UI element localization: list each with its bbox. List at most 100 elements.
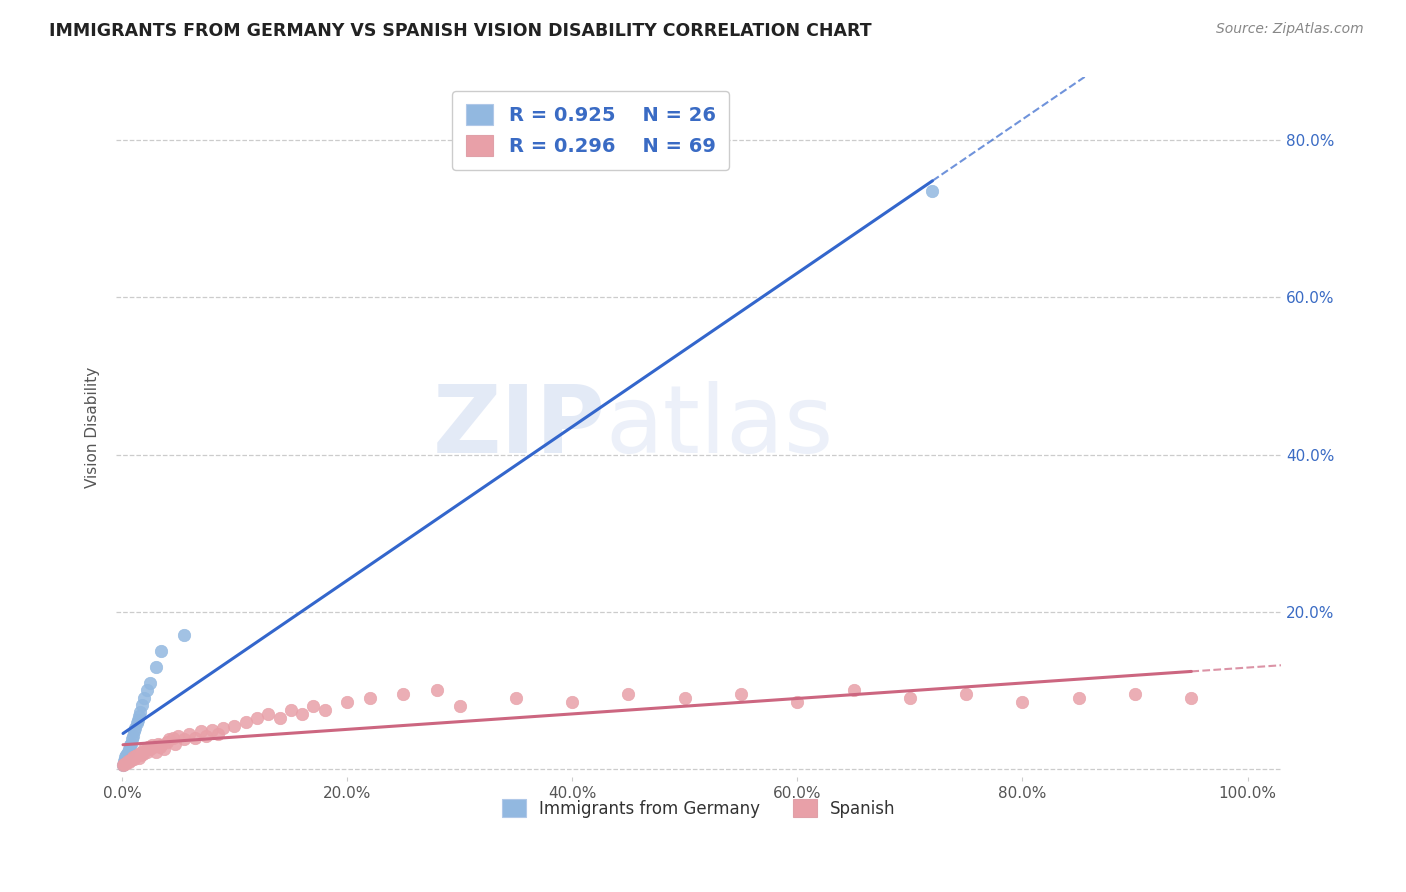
Point <box>224 719 246 733</box>
Point <box>269 711 291 725</box>
Point <box>136 739 159 754</box>
Point <box>142 739 165 754</box>
Point <box>392 687 415 701</box>
Point <box>190 724 212 739</box>
Point <box>156 734 179 748</box>
Point <box>146 737 169 751</box>
Point <box>257 706 280 721</box>
Point <box>673 691 696 706</box>
Point <box>235 714 257 729</box>
Point <box>135 683 157 698</box>
Point <box>898 691 921 706</box>
Point <box>128 708 150 723</box>
Point <box>1067 691 1090 706</box>
Point <box>145 745 167 759</box>
Point <box>152 742 174 756</box>
Point <box>132 747 155 761</box>
Point <box>426 683 449 698</box>
Point <box>280 703 302 717</box>
Point <box>129 747 152 762</box>
Point <box>122 729 145 743</box>
Point <box>118 739 141 753</box>
Point <box>129 746 152 760</box>
Point <box>115 756 138 770</box>
Point <box>129 706 152 720</box>
Point <box>145 660 167 674</box>
Point <box>135 745 157 759</box>
Point <box>124 749 146 764</box>
Point <box>1011 695 1033 709</box>
Point <box>117 745 139 759</box>
Point <box>505 691 527 706</box>
Point <box>117 746 139 760</box>
Point <box>179 726 201 740</box>
Point <box>173 628 195 642</box>
Point <box>128 751 150 765</box>
Point <box>617 687 640 701</box>
Point <box>163 737 186 751</box>
Point <box>124 752 146 766</box>
Point <box>125 747 148 762</box>
Point <box>359 691 381 706</box>
Point <box>125 716 148 731</box>
Point <box>124 724 146 739</box>
Point <box>336 695 359 709</box>
Point <box>141 739 163 753</box>
Point <box>157 732 180 747</box>
Point <box>115 747 138 762</box>
Legend: Immigrants from Germany, Spanish: Immigrants from Germany, Spanish <box>495 792 903 824</box>
Point <box>561 695 583 709</box>
Point <box>120 753 142 767</box>
Point <box>212 721 235 735</box>
Point <box>121 732 143 747</box>
Point <box>149 739 172 754</box>
Point <box>112 757 135 772</box>
Text: ZIP: ZIP <box>433 381 606 473</box>
Point <box>120 737 142 751</box>
Point <box>131 698 153 712</box>
Point <box>118 742 141 756</box>
Point <box>112 754 135 768</box>
Text: atlas: atlas <box>606 381 834 473</box>
Point <box>195 729 218 743</box>
Point <box>1180 691 1202 706</box>
Point <box>122 750 145 764</box>
Point <box>201 723 224 737</box>
Point <box>114 753 136 767</box>
Point <box>150 739 173 753</box>
Point <box>139 742 162 756</box>
Point <box>162 731 184 745</box>
Point <box>314 703 336 717</box>
Point <box>955 687 977 701</box>
Point <box>150 644 173 658</box>
Point <box>114 750 136 764</box>
Point <box>1123 687 1146 701</box>
Point <box>134 742 156 756</box>
Point <box>131 745 153 759</box>
Point <box>167 729 190 743</box>
Point <box>117 754 139 768</box>
Point <box>184 731 207 745</box>
Point <box>121 752 143 766</box>
Point <box>112 758 135 772</box>
Point <box>207 726 229 740</box>
Point <box>302 699 325 714</box>
Text: IMMIGRANTS FROM GERMANY VS SPANISH VISION DISABILITY CORRELATION CHART: IMMIGRANTS FROM GERMANY VS SPANISH VISIO… <box>49 22 872 40</box>
Point <box>124 721 146 735</box>
Point <box>291 706 314 721</box>
Point <box>730 687 752 701</box>
Point <box>786 695 808 709</box>
Point <box>173 732 195 747</box>
Point <box>842 683 865 698</box>
Point <box>127 713 149 727</box>
Y-axis label: Vision Disability: Vision Disability <box>86 367 100 488</box>
Point <box>246 711 269 725</box>
Text: Source: ZipAtlas.com: Source: ZipAtlas.com <box>1216 22 1364 37</box>
Point <box>118 753 141 767</box>
Point <box>134 691 156 706</box>
Point <box>118 755 141 769</box>
Point <box>921 185 943 199</box>
Point <box>139 675 162 690</box>
Point <box>449 699 471 714</box>
Point <box>112 758 135 772</box>
